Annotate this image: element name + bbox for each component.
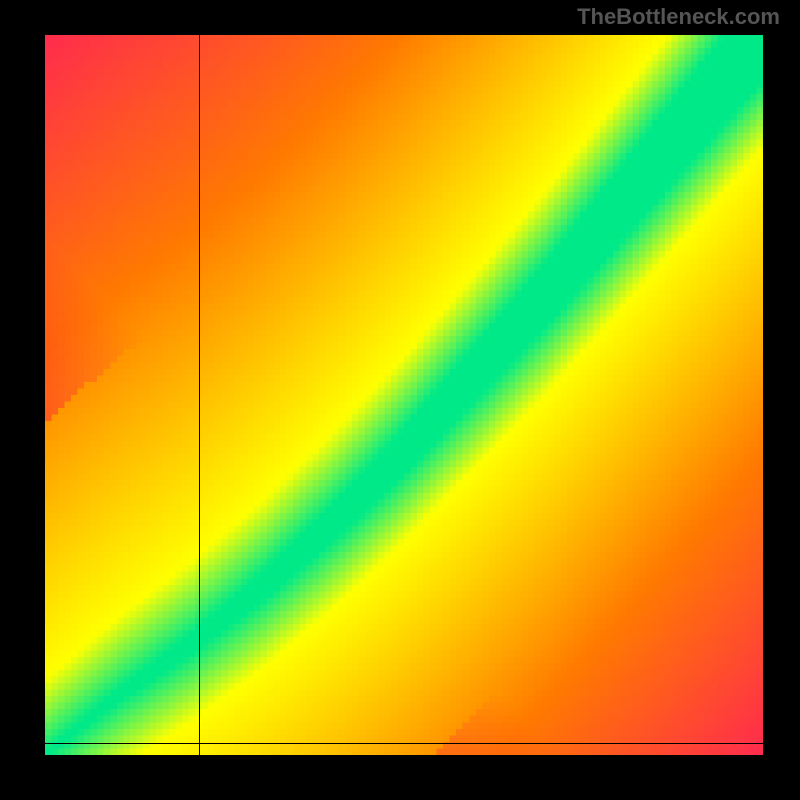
watermark-text: TheBottleneck.com — [577, 4, 780, 30]
heatmap-canvas — [45, 35, 763, 755]
crosshair-horizontal — [45, 743, 763, 744]
chart-container: TheBottleneck.com — [0, 0, 800, 800]
crosshair-vertical — [199, 35, 200, 755]
